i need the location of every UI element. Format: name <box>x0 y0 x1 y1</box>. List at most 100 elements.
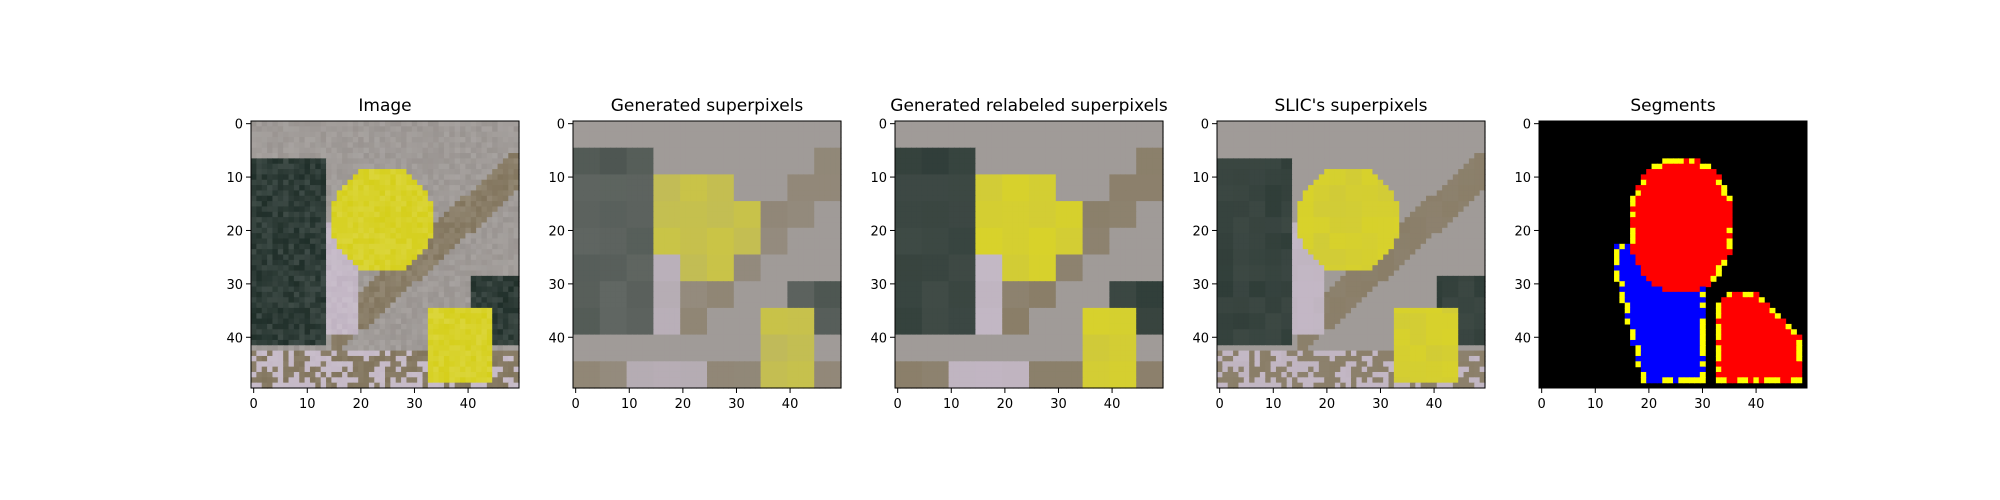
pixel <box>277 318 284 325</box>
pixel <box>739 206 746 213</box>
pixel <box>733 254 740 261</box>
pixel <box>449 195 456 202</box>
pixel <box>642 201 649 208</box>
pixel <box>765 174 772 181</box>
pixel <box>293 227 300 234</box>
pixel <box>374 153 381 159</box>
pixel <box>701 297 708 304</box>
pixel <box>277 339 284 346</box>
pixel <box>658 174 665 181</box>
pixel <box>637 211 644 218</box>
pixel <box>680 323 687 330</box>
pixel <box>653 163 660 170</box>
pixel <box>304 254 311 261</box>
pixel <box>723 371 730 378</box>
pixel <box>819 371 826 378</box>
pixel <box>824 185 831 192</box>
pixel <box>573 318 579 325</box>
pixel <box>787 121 794 127</box>
pixel <box>443 142 450 149</box>
pixel <box>723 158 730 165</box>
pixel <box>513 366 520 373</box>
pixel <box>481 345 488 352</box>
pixel <box>336 366 343 373</box>
pixel <box>798 185 805 192</box>
pixel <box>717 254 724 261</box>
pixel <box>438 201 445 208</box>
pixel <box>492 345 499 352</box>
pixel <box>760 243 767 250</box>
pixel <box>755 227 762 234</box>
pixel <box>438 185 445 192</box>
pixel <box>615 195 622 202</box>
pixel <box>599 275 606 282</box>
pixel <box>326 291 332 298</box>
pixel <box>443 339 450 346</box>
pixel <box>486 355 493 362</box>
pixel <box>406 323 413 330</box>
pixel <box>443 371 450 378</box>
pixel <box>379 142 386 149</box>
pixel <box>798 318 805 325</box>
pixel <box>417 334 424 341</box>
pixel <box>589 121 596 127</box>
pixel <box>497 195 504 202</box>
pixel <box>411 233 418 240</box>
pixel <box>497 201 504 208</box>
pixel <box>637 329 644 336</box>
pixel <box>406 270 413 277</box>
pixel <box>760 227 767 234</box>
pixel <box>406 318 413 325</box>
pixel <box>443 265 450 272</box>
pixel <box>605 270 612 277</box>
pixel <box>433 265 440 272</box>
pixel <box>336 302 343 309</box>
pixel <box>347 174 354 181</box>
pixel <box>583 377 590 384</box>
pixel <box>824 334 831 341</box>
pixel <box>814 254 821 261</box>
pixel <box>385 238 391 245</box>
pixel <box>363 361 370 368</box>
pixel <box>470 153 477 159</box>
pixel <box>653 211 660 218</box>
pixel <box>267 222 274 229</box>
pixel <box>824 163 831 170</box>
pixel <box>390 121 397 127</box>
pixel <box>589 238 596 245</box>
pixel <box>578 249 585 256</box>
pixel <box>492 227 499 234</box>
pixel <box>749 121 756 127</box>
pixel <box>476 169 483 175</box>
pixel <box>615 243 622 250</box>
pixel <box>326 329 332 336</box>
pixel <box>573 377 579 384</box>
pixel <box>653 195 660 202</box>
pixel <box>798 227 805 234</box>
pixel <box>299 265 306 272</box>
pixel <box>808 339 815 346</box>
pixel <box>309 206 316 213</box>
pixel <box>717 345 724 352</box>
pixel <box>728 227 735 234</box>
pixel <box>605 243 612 250</box>
pixel <box>320 259 327 266</box>
pixel <box>272 185 279 192</box>
pixel <box>760 345 767 352</box>
pixel <box>470 217 477 224</box>
pixel <box>610 291 617 298</box>
pixel <box>814 121 821 127</box>
pixel <box>309 195 316 202</box>
pixel <box>492 329 499 336</box>
pixel <box>760 142 767 149</box>
pixel <box>406 339 413 346</box>
pixel <box>320 275 327 282</box>
pixel <box>674 371 681 378</box>
pixel <box>626 254 633 261</box>
pixel <box>792 345 799 352</box>
pixel <box>680 211 687 218</box>
pixel <box>830 361 837 368</box>
pixel <box>486 366 493 373</box>
pixel <box>674 334 681 341</box>
pixel <box>701 275 708 282</box>
